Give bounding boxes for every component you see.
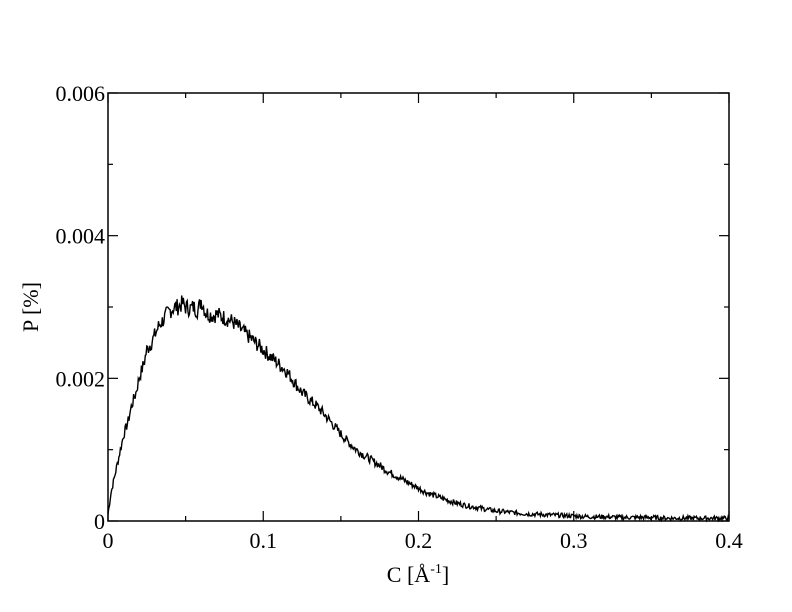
x-axis-label: C [Å-1] [387,562,449,587]
series-line [107,295,730,523]
x-tick-label: 0.2 [405,528,433,553]
axis-tick-labels: 0 0.1 0.2 0.3 0.4 0 0.002 0.004 0.006 [56,81,743,553]
x-tick-label: 0.3 [560,528,588,553]
x-tick-label: 0.1 [250,528,278,553]
x-tick-label: 0 [103,528,114,553]
x-tick-label: 0.4 [715,528,743,553]
x-axis-label-main: C [Å [387,562,431,587]
x-axis-label-close: ] [442,562,449,587]
y-axis-label: P [%] [18,282,43,332]
y-tick-label: 0.002 [56,366,106,391]
y-tick-label: 0.006 [56,81,106,106]
x-axis-label-sup: -1 [430,562,442,577]
y-tick-label: 0.004 [56,224,106,249]
y-tick-label: 0 [94,509,105,534]
